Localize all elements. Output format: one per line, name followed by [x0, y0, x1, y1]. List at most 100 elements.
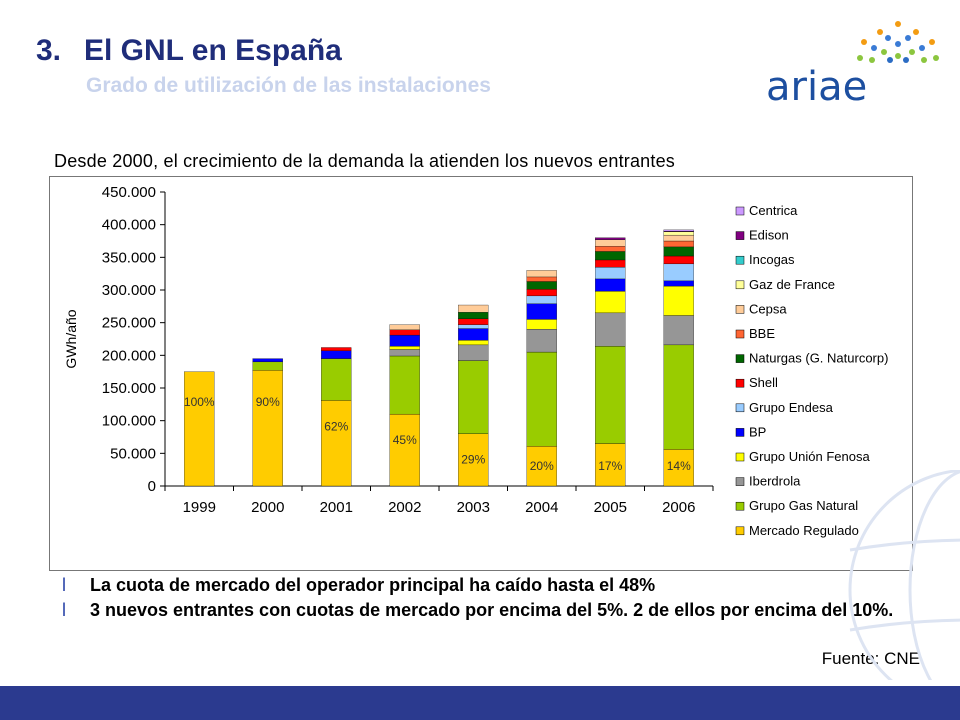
legend-swatch: [735, 231, 745, 240]
legend-swatch: [735, 452, 745, 462]
bar-data-label: 45%: [393, 433, 417, 447]
legend-label: Centrica: [749, 203, 798, 218]
legend-swatch: [735, 329, 745, 339]
bar-segment: [526, 295, 557, 304]
bar-segment: [458, 312, 489, 319]
lead-text: Desde 2000, el crecimiento de la demanda…: [54, 151, 675, 171]
bar-segment: [595, 237, 626, 240]
legend-label: BBE: [749, 326, 775, 341]
bar-segment: [526, 445, 557, 487]
bar-segment: [526, 319, 557, 330]
legend-label: Edison: [749, 228, 789, 243]
bullet-item: l 3 nuevos entrantes con cuotas de mercad…: [62, 600, 942, 621]
bar-segment: [184, 371, 215, 487]
section-number: 3.: [36, 34, 62, 67]
legend-swatch: [735, 428, 745, 437]
bar-segment: [458, 344, 489, 361]
bar-data-label: 29%: [461, 453, 485, 467]
bullet-marker: l: [62, 575, 66, 595]
legend-label: Cepsa: [749, 301, 787, 316]
bar-segment: [252, 361, 283, 371]
bar-segment: [526, 289, 557, 297]
bar-segment: [389, 413, 420, 487]
y-tick-label: 50.000: [110, 445, 156, 462]
y-tick-label: 300.000: [102, 282, 156, 299]
legend-label: Mercado Regulado: [749, 523, 859, 538]
legend-label: Grupo Unión Fenosa: [749, 449, 870, 464]
legend-label: Grupo Gas Natural: [749, 498, 858, 513]
bar-segment: [321, 400, 352, 487]
bar-segment: [595, 246, 626, 252]
y-tick-label: 450.000: [102, 184, 156, 201]
bar-data-label: 62%: [324, 419, 348, 433]
bar-segment: [595, 259, 626, 268]
bar-segment: [526, 351, 557, 447]
bar-segment: [389, 346, 420, 350]
x-tick-label: 2004: [525, 499, 558, 516]
x-tick-label: 2005: [594, 499, 627, 516]
legend-swatch: [735, 305, 745, 314]
bullet-item: l La cuota de mercado del operador princi…: [62, 575, 942, 596]
bar-segment: [595, 346, 626, 444]
y-axis-label: GWh/año: [63, 309, 79, 368]
bar-segment: [389, 355, 420, 415]
bar-segment: [458, 360, 489, 434]
x-tick-label: 1999: [183, 499, 216, 516]
bar-segment: [389, 329, 420, 336]
bar-segment: [458, 433, 489, 487]
bar-segment: [389, 349, 420, 357]
logo-text: ariae: [766, 64, 868, 110]
bar-segment: [663, 449, 694, 487]
bar-segment: [595, 312, 626, 347]
bar-segment: [663, 255, 694, 265]
bar-segment: [663, 234, 694, 242]
legend-label: Grupo Endesa: [749, 400, 834, 415]
bullet-list: l La cuota de mercado del operador princi…: [62, 575, 942, 625]
legend-label: BP: [749, 424, 766, 439]
legend-swatch: [735, 403, 745, 413]
y-tick-label: 150.000: [102, 380, 156, 397]
bar-segment: [252, 358, 283, 363]
bullet-text: 3 nuevos entrantes con cuotas de mercado…: [90, 600, 894, 620]
legend-swatch: [735, 354, 745, 363]
bar-segment: [595, 239, 626, 247]
bar-segment: [321, 358, 352, 401]
bar-segment: [595, 251, 626, 261]
bar-segment: [663, 229, 694, 232]
x-tick-label: 2006: [662, 499, 695, 516]
legend-swatch: [735, 526, 745, 536]
x-tick-label: 2002: [388, 499, 421, 516]
bar-segment: [389, 334, 420, 347]
y-tick-label: 350.000: [102, 249, 156, 266]
legend-label: Naturgas (G. Naturcorp): [749, 351, 888, 366]
bar-segment: [595, 278, 626, 292]
bar-segment: [321, 347, 352, 351]
bar-segment: [458, 304, 489, 313]
slide-subtitle: Grado de utilización de las instalacione…: [86, 74, 491, 97]
bar-segment: [663, 344, 694, 450]
bar-segment: [663, 315, 694, 346]
bar-data-label: 20%: [530, 459, 554, 473]
bar-segment: [526, 303, 557, 320]
bar-segment: [526, 281, 557, 290]
bar-segment: [458, 340, 489, 346]
legend-label: Iberdrola: [749, 474, 801, 489]
bar-data-label: 14%: [667, 459, 691, 473]
y-tick-label: 250.000: [102, 315, 156, 332]
bar-segment: [458, 324, 489, 329]
bar-segment: [252, 370, 283, 487]
bar-segment: [526, 329, 557, 353]
bar-segment: [389, 324, 420, 331]
footer-bar: [0, 686, 960, 720]
legend-label: Incogas: [749, 252, 795, 267]
ariae-logo: ariae: [760, 16, 960, 116]
y-tick-label: 100.000: [102, 413, 156, 430]
bar-data-label: 17%: [598, 459, 622, 473]
x-tick-label: 2003: [457, 499, 490, 516]
bar-segment: [663, 263, 694, 282]
logo-dots-icon: [857, 21, 939, 63]
bar-segment: [458, 318, 489, 325]
x-tick-label: 2000: [251, 499, 284, 516]
legend-swatch: [735, 477, 745, 486]
bar-segment: [663, 280, 694, 287]
